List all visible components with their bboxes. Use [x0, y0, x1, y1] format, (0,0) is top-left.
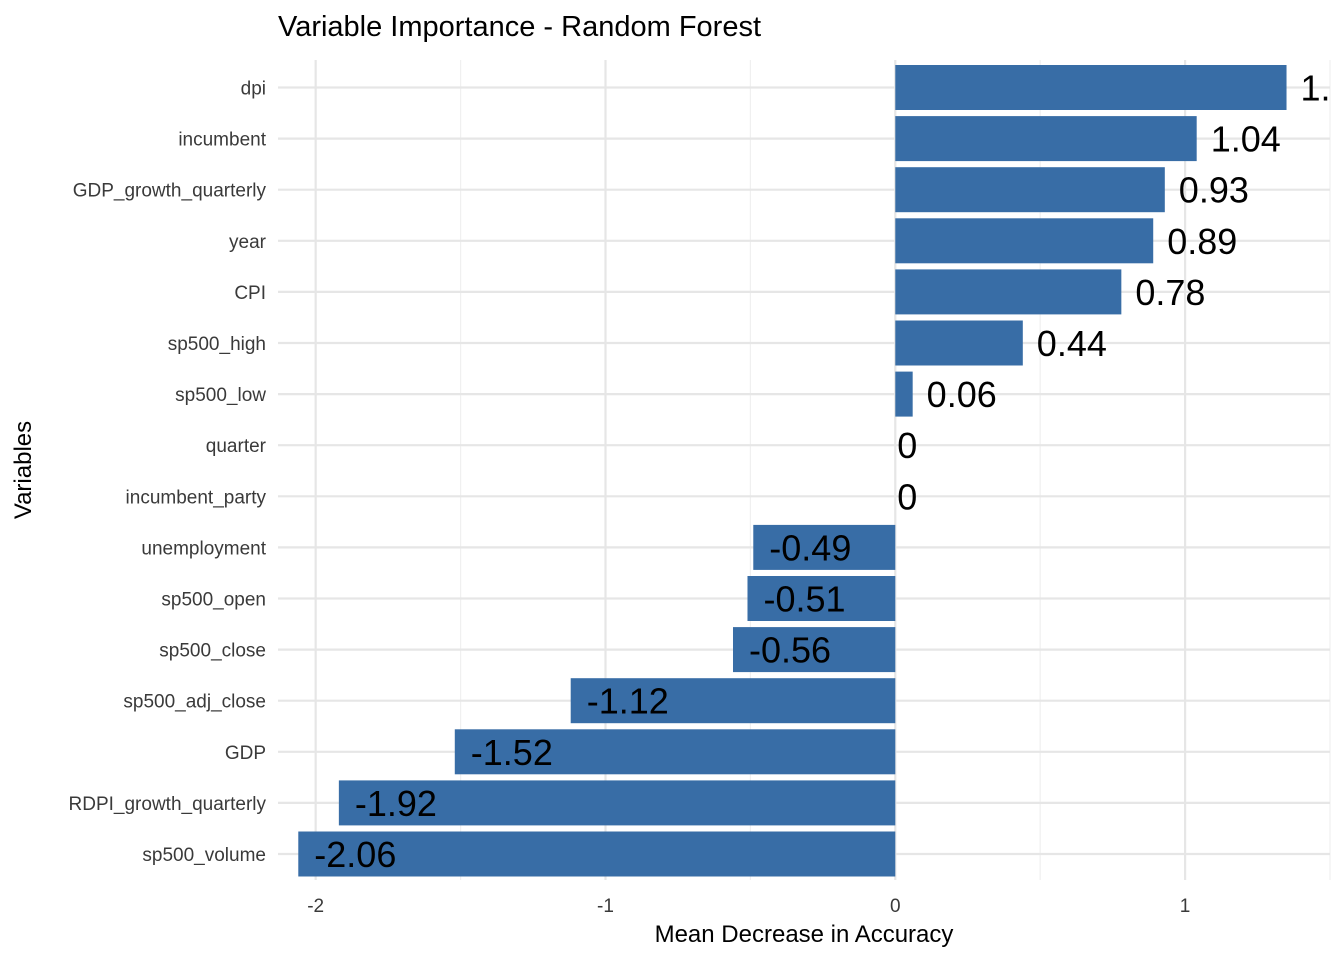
x-tick-label: -2	[307, 896, 324, 917]
category-label: RDPI_growth_quarterly	[69, 794, 267, 815]
bar	[570, 678, 896, 724]
x-tick-layer: -2 -1 0 1	[307, 896, 1190, 917]
data-label: -0.56	[749, 630, 831, 671]
category-label: year	[229, 232, 267, 253]
category-label: unemployment	[141, 538, 266, 559]
category-label: sp500_open	[161, 590, 266, 611]
category-label: sp500_high	[168, 334, 266, 355]
data-label: 0	[897, 425, 917, 466]
data-label: -2.06	[314, 834, 396, 875]
bar-layer	[298, 65, 1287, 877]
data-label: 0.93	[1179, 170, 1249, 211]
bar	[753, 524, 896, 570]
bar	[747, 576, 896, 621]
x-tick-label: -1	[597, 896, 614, 917]
x-axis-title: Mean Decrease in Accuracy	[655, 921, 954, 948]
bar	[732, 627, 896, 673]
bar	[895, 218, 1154, 264]
data-label: 0	[897, 476, 917, 517]
data-label: -1.92	[355, 783, 437, 824]
category-label: dpi	[241, 79, 266, 100]
data-label: 0.06	[927, 374, 997, 415]
data-label: 0.78	[1135, 272, 1205, 313]
category-label: sp500_adj_close	[123, 692, 266, 713]
chart-title: Variable Importance - Random Forest	[278, 11, 761, 43]
category-label: CPI	[234, 283, 266, 304]
category-label: incumbent_party	[126, 487, 267, 508]
x-tick-label: 0	[890, 896, 901, 917]
bar	[895, 320, 1023, 366]
category-label: GDP	[225, 743, 266, 764]
category-label: sp500_low	[175, 385, 266, 406]
bar	[338, 780, 896, 826]
category-label: GDP_growth_quarterly	[73, 181, 267, 202]
category-label: sp500_volume	[142, 845, 266, 866]
data-label: 1.	[1301, 68, 1331, 109]
category-label: quarter	[206, 436, 267, 457]
bar	[895, 167, 1165, 213]
data-label: 0.44	[1037, 323, 1107, 364]
data-label: -1.52	[471, 732, 553, 773]
data-label: 0.89	[1167, 221, 1237, 262]
bar	[454, 729, 896, 775]
y-axis-title: Variables	[10, 421, 37, 519]
data-label-layer: 1.1.040.930.890.780.440.0600-0.49-0.51-0…	[314, 68, 1330, 876]
bar	[895, 269, 1122, 315]
bar	[298, 831, 896, 877]
category-label: incumbent	[178, 130, 266, 151]
data-label: -0.49	[769, 527, 851, 568]
bar	[895, 116, 1197, 162]
data-label: 1.04	[1211, 119, 1281, 160]
bar	[895, 65, 1287, 110]
data-label: -1.12	[587, 681, 669, 722]
data-label: -0.51	[763, 579, 845, 620]
category-label: sp500_close	[159, 641, 266, 662]
bar	[895, 371, 913, 417]
x-tick-label: 1	[1180, 896, 1191, 917]
